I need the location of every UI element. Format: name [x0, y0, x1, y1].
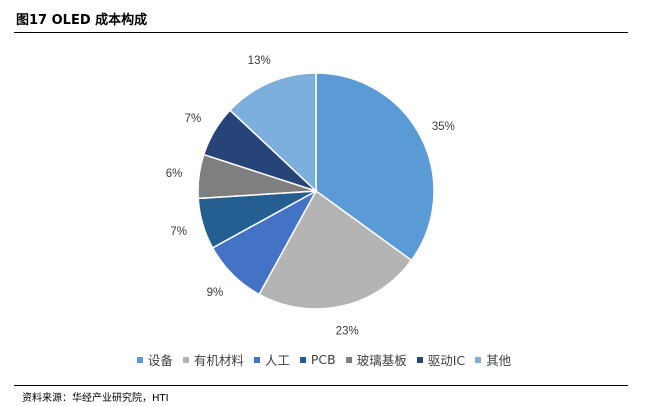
- legend-swatch: [416, 356, 423, 363]
- pie-label-2: 23%: [336, 326, 359, 338]
- bottom-rule: [14, 385, 628, 386]
- legend-swatch: [136, 356, 143, 363]
- pie-label-7: 13%: [248, 55, 271, 67]
- legend-swatch: [345, 356, 352, 363]
- legend-item-6: 驱动IC: [416, 350, 466, 369]
- legend-label: 人工: [264, 353, 290, 368]
- legend-label: PCB: [310, 352, 336, 367]
- legend-label: 有机材料: [193, 353, 244, 368]
- legend-label: 驱动IC: [427, 353, 466, 368]
- pie-label-6: 7%: [185, 113, 202, 125]
- pie-slices: [197, 72, 435, 310]
- pie-label-5: 6%: [166, 168, 183, 180]
- legend-swatch: [182, 356, 189, 363]
- pie-label-1: 35%: [432, 121, 455, 133]
- legend-swatch: [475, 356, 482, 363]
- legend-label: 玻璃基板: [356, 353, 407, 368]
- top-rule: [14, 32, 628, 33]
- figure-title: 图17 OLED 成本构成: [16, 13, 148, 28]
- legend-label: 其他: [486, 353, 512, 368]
- pie-label-3: 9%: [207, 287, 224, 299]
- pie-data-labels: 35% 23% 9% 7% 6% 7% 13%: [166, 55, 455, 338]
- legend-item-5: 玻璃基板: [345, 350, 407, 369]
- pie-label-4: 7%: [170, 226, 187, 238]
- legend-item-2: 有机材料: [182, 350, 244, 369]
- pie-slice-1: [315, 72, 435, 262]
- legend-swatch: [253, 356, 260, 363]
- legend-swatch: [299, 356, 306, 363]
- pie-slice-7: [228, 72, 317, 193]
- legend-item-4: PCB: [299, 352, 336, 367]
- source-note: 资料来源：华经产业研究院，HTI: [22, 393, 169, 404]
- pie-slice-2: [258, 189, 413, 310]
- legend-item-1: 设备: [136, 350, 173, 369]
- legend-label: 设备: [147, 353, 173, 368]
- legend-item-3: 人工: [253, 350, 290, 369]
- pie-chart: 35% 23% 9% 7% 6% 7% 13%: [166, 55, 455, 338]
- legend-item-7: 其他: [475, 350, 511, 369]
- chart-legend: 设备 有机材料 人工 PCB 玻璃基板 驱动IC 其他: [0, 350, 648, 369]
